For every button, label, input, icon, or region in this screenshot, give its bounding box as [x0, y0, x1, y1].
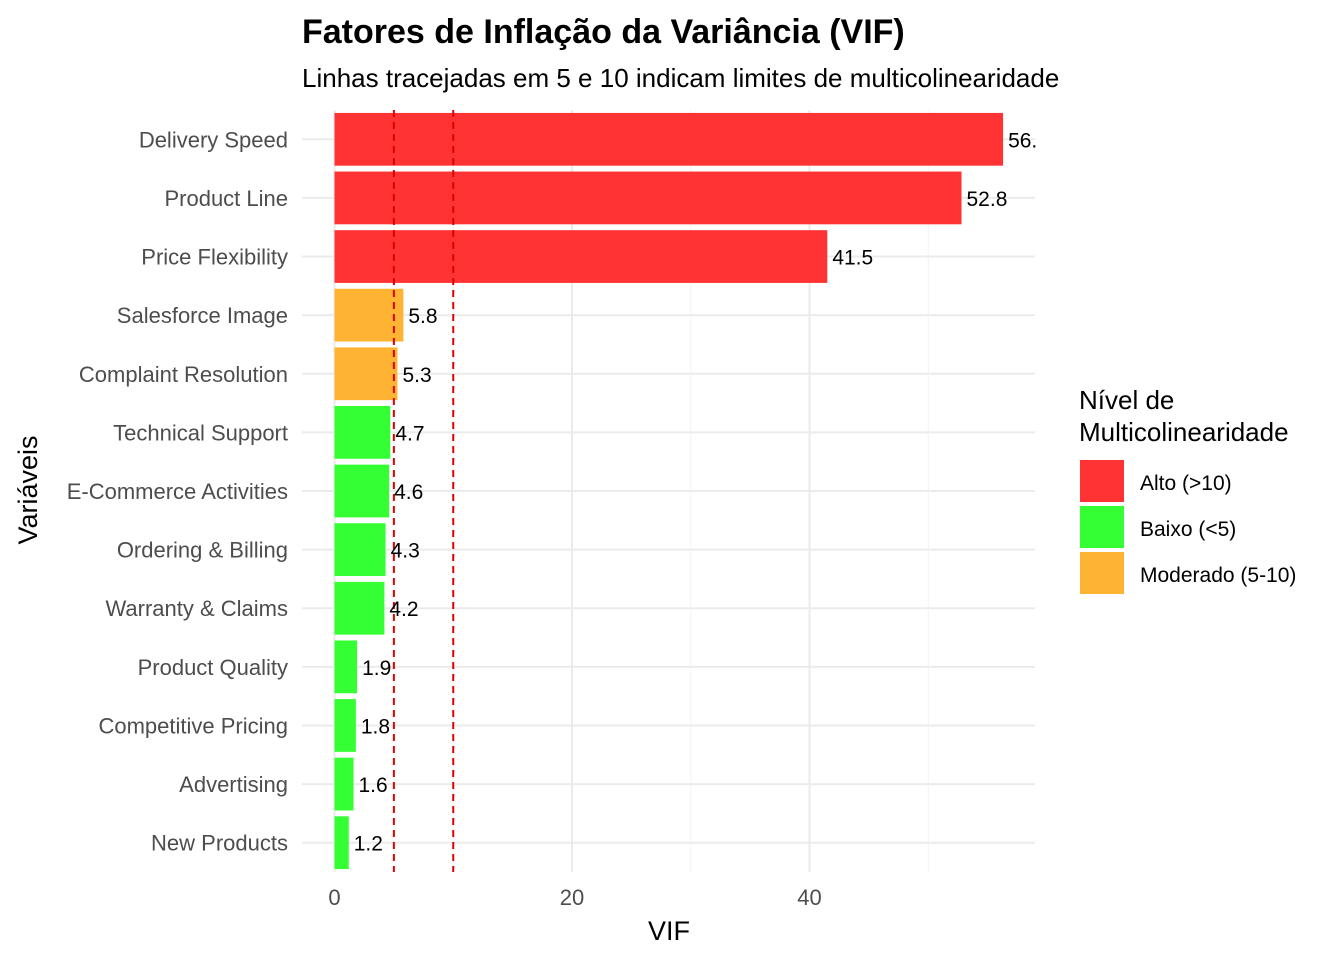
y-tick-label: Ordering & Billing [117, 538, 288, 563]
y-tick-label: Competitive Pricing [98, 713, 288, 738]
chart-title: Fatores de Inflação da Variância (VIF) [302, 13, 905, 51]
bar-salesforce-image [334, 288, 404, 342]
data-label: 56. [1008, 129, 1037, 152]
data-label: 1.8 [361, 715, 390, 738]
bar-e-commerce-activities [334, 464, 390, 518]
legend-key-baixo [1080, 506, 1124, 548]
bar-advertising [334, 757, 354, 811]
data-label: 4.2 [389, 598, 418, 621]
data-label: 1.2 [354, 833, 383, 856]
x-tick-labels: 0 20 40 [328, 885, 821, 910]
legend-label-moderado: Moderado (5-10) [1140, 564, 1296, 587]
bar-new-products [334, 816, 349, 870]
bar-product-quality [334, 640, 358, 694]
x-tick-label: 40 [797, 885, 821, 910]
legend-title-line-2: Multicolinearidade [1079, 417, 1289, 447]
bar-warranty-claims [334, 581, 385, 635]
y-tick-label: Product Line [164, 186, 288, 211]
y-tick-label: Product Quality [138, 655, 288, 680]
y-tick-label: New Products [151, 831, 288, 856]
legend-entries: Alto (>10) Baixo (<5) Moderado (5-10) [1080, 460, 1296, 594]
x-tick-label: 20 [560, 885, 584, 910]
y-tick-label: Warranty & Claims [105, 596, 288, 621]
data-label: 52.8 [967, 188, 1008, 211]
bar-technical-support [334, 406, 391, 459]
data-label: 4.7 [395, 422, 424, 445]
y-tick-label: Delivery Speed [139, 127, 288, 152]
y-tick-labels: Delivery Speed Product Line Price Flexibil… [67, 127, 288, 855]
data-label: 4.6 [394, 481, 423, 504]
bar-price-flexibility [334, 230, 828, 283]
x-tick-label: 0 [328, 885, 340, 910]
reference-lines [392, 110, 455, 872]
bar-competitive-pricing [334, 699, 356, 752]
data-label: 1.9 [362, 657, 391, 680]
y-tick-label: Salesforce Image [117, 303, 288, 328]
legend-key-moderado [1080, 552, 1124, 594]
legend: Nível de Multicolinearidade Alto (>10) Ba… [1079, 385, 1296, 594]
x-axis-label: VIF [648, 916, 690, 946]
y-tick-label: Price Flexibility [141, 245, 288, 270]
bar-delivery-speed [334, 112, 1004, 166]
data-label: 5.8 [408, 305, 437, 328]
data-labels-group: 56. 52.8 41.5 5.8 5.3 4.7 4.6 4.3 4.2 1.9 1.8 1.6 1.… [354, 129, 1038, 855]
bar-ordering-billing [334, 523, 386, 576]
y-tick-label: E-Commerce Activities [67, 479, 288, 504]
legend-key-alto [1080, 460, 1124, 502]
y-tick-label: Advertising [179, 772, 288, 797]
bar-complaint-resolution [334, 347, 398, 401]
legend-label-baixo: Baixo (<5) [1140, 518, 1236, 541]
data-label: 41.5 [832, 247, 873, 270]
y-tick-label: Complaint Resolution [79, 362, 288, 387]
data-label: 5.3 [402, 364, 431, 387]
y-tick-label: Technical Support [113, 420, 288, 445]
data-label: 1.6 [359, 774, 388, 797]
legend-title-line-1: Nível de [1079, 385, 1174, 415]
data-label: 4.3 [391, 540, 420, 563]
legend-label-alto: Alto (>10) [1140, 472, 1232, 495]
y-axis-label: Variáveis [13, 435, 43, 544]
bar-product-line [334, 171, 962, 225]
chart-subtitle: Linhas tracejadas em 5 e 10 indicam limi… [302, 63, 1059, 93]
bars-group [334, 112, 1004, 870]
